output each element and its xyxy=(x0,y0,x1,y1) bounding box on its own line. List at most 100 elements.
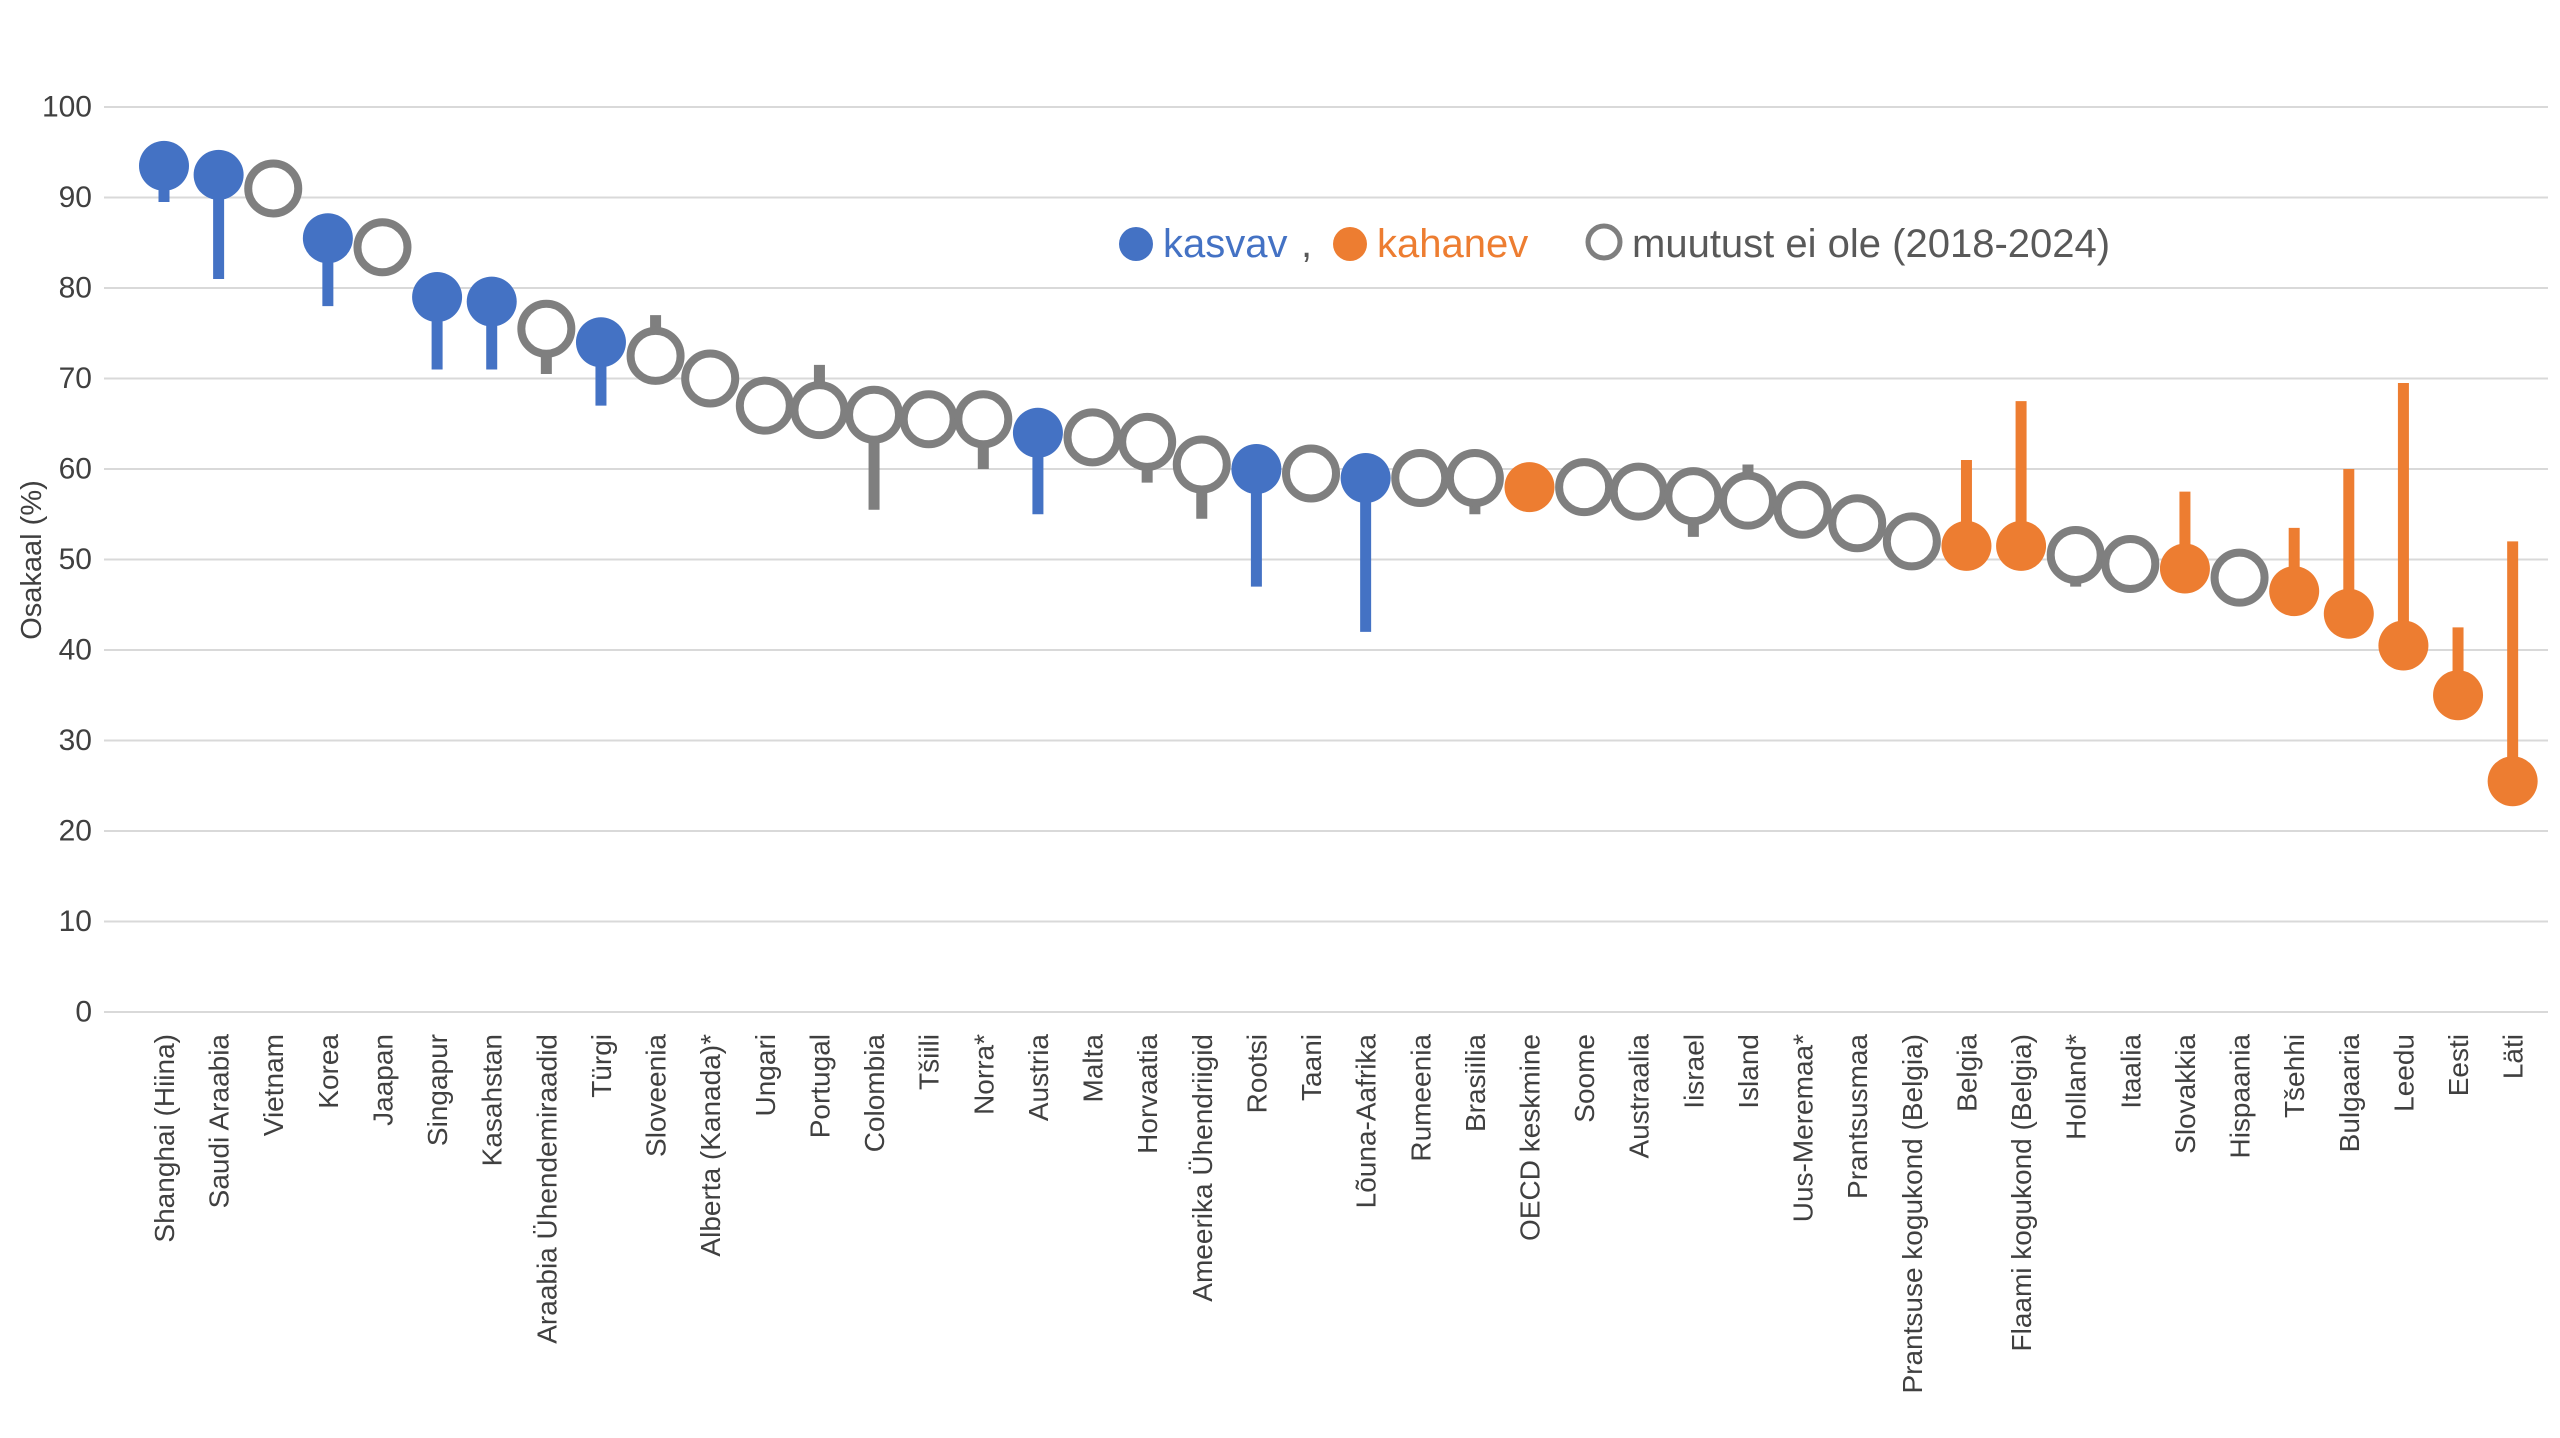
x-axis-label-11: Alberta (Kanada)* xyxy=(695,1034,726,1257)
data-point-marker-39 xyxy=(2210,548,2269,607)
data-point-marker-44 xyxy=(2487,756,2538,807)
y-tick-label: 70 xyxy=(59,362,92,395)
x-axis-label-42: Leedu xyxy=(2388,1034,2419,1112)
data-point-marker-21 xyxy=(1231,444,1282,494)
x-axis-label-38: Slovakkia xyxy=(2170,1034,2201,1154)
x-axis-label-21: Rootsi xyxy=(1241,1034,1272,1113)
data-point-marker-40 xyxy=(2269,566,2320,617)
x-axis-label-24: Rumeenia xyxy=(1405,1034,1436,1162)
x-axis-label-19: Horvaatia xyxy=(1132,1034,1163,1154)
x-axis-label-16: Norra* xyxy=(968,1034,999,1115)
data-point-marker-36 xyxy=(2046,525,2105,584)
data-point-marker-5 xyxy=(353,218,412,277)
data-point-marker-33 xyxy=(1882,512,1941,571)
x-axis-label-15: Tšiili xyxy=(914,1034,945,1090)
x-axis-label-26: OECD keskmine xyxy=(1515,1034,1546,1241)
data-point-marker-13 xyxy=(790,381,849,440)
data-point-marker-35 xyxy=(1996,520,2047,571)
x-axis-label-20: Ameerika Ühendriigid xyxy=(1187,1034,1218,1302)
data-point-marker-25 xyxy=(1445,449,1504,508)
data-point-marker-37 xyxy=(2101,535,2160,594)
x-axis-label-12: Ungari xyxy=(750,1034,781,1116)
x-axis-label-3: Vietnam xyxy=(258,1034,289,1136)
x-axis-label-30: Island xyxy=(1733,1034,1764,1109)
x-axis-label-34: Belgia xyxy=(1951,1034,1982,1112)
x-axis-label-17: Austria xyxy=(1023,1034,1054,1122)
x-axis-label-39: Hispaania xyxy=(2225,1034,2256,1159)
data-point-marker-10 xyxy=(626,326,685,385)
data-point-marker-38 xyxy=(2159,543,2210,594)
legend-marker-kasvav xyxy=(1119,227,1153,261)
x-axis-label-43: Eesti xyxy=(2443,1034,2474,1096)
x-axis-label-23: Lõuna-Aafrika xyxy=(1351,1034,1382,1209)
data-point-marker-28 xyxy=(1609,462,1668,521)
legend-separator: , xyxy=(1301,222,1312,266)
data-point-marker-6 xyxy=(412,272,463,323)
y-tick-label: 100 xyxy=(42,91,92,124)
x-axis-label-8: Araabia Ühendemiraadid xyxy=(531,1034,562,1344)
y-tick-label: 40 xyxy=(59,634,92,667)
data-point-marker-8 xyxy=(517,299,576,358)
data-point-marker-1 xyxy=(139,140,189,191)
y-tick-label: 90 xyxy=(59,181,92,214)
data-point-marker-26 xyxy=(1504,462,1555,513)
data-point-marker-15 xyxy=(899,390,958,449)
data-point-marker-11 xyxy=(681,349,740,408)
legend-marker-kahanev xyxy=(1333,227,1367,261)
data-point-marker-32 xyxy=(1828,494,1887,553)
data-point-marker-31 xyxy=(1773,480,1832,539)
data-point-marker-17 xyxy=(1012,407,1063,458)
data-point-marker-4 xyxy=(302,213,353,264)
data-point-marker-7 xyxy=(466,276,517,327)
data-point-marker-12 xyxy=(735,376,794,435)
x-axis-label-40: Tšehhi xyxy=(2279,1034,2310,1118)
data-point-marker-27 xyxy=(1555,458,1614,517)
data-point-marker-16 xyxy=(954,390,1013,449)
x-axis-label-6: Singapur xyxy=(422,1034,453,1146)
x-axis-label-10: Sloveenia xyxy=(641,1034,672,1157)
data-point-marker-30 xyxy=(1718,471,1777,530)
y-tick-label: 60 xyxy=(59,453,92,486)
data-point-marker-23 xyxy=(1340,453,1391,504)
legend-label-muutust-ei-ole: muutust ei ole (2018-2024) xyxy=(1632,222,2110,266)
data-point-marker-3 xyxy=(244,159,303,218)
data-point-marker-20 xyxy=(1172,435,1231,494)
y-tick-label: 30 xyxy=(59,724,92,757)
data-point-marker-9 xyxy=(575,317,626,368)
x-axis-label-13: Portugal xyxy=(804,1034,835,1138)
x-axis-label-7: Kasahstan xyxy=(477,1034,508,1166)
data-point-marker-18 xyxy=(1063,408,1122,467)
x-axis-label-31: Uus-Meremaa* xyxy=(1788,1034,1819,1222)
x-axis-label-9: Türgi xyxy=(586,1034,617,1098)
data-point-marker-29 xyxy=(1664,467,1723,526)
y-axis-title: Osakaal (%) xyxy=(16,480,48,640)
x-axis-label-32: Prantsusmaa xyxy=(1842,1034,1873,1199)
data-point-marker-43 xyxy=(2433,670,2484,721)
data-point-marker-42 xyxy=(2378,620,2429,671)
data-point-marker-24 xyxy=(1391,449,1450,508)
data-point-marker-22 xyxy=(1282,444,1341,503)
x-axis-label-37: Itaalia xyxy=(2115,1034,2146,1109)
x-axis-label-44: Läti xyxy=(2498,1034,2529,1079)
y-tick-label: 50 xyxy=(59,543,92,576)
x-axis-label-27: Soome xyxy=(1569,1034,1600,1123)
x-axis-label-41: Bulgaaria xyxy=(2334,1034,2365,1153)
x-axis-label-22: Taani xyxy=(1296,1034,1327,1101)
y-tick-label: 80 xyxy=(59,272,92,305)
x-axis-label-35: Flaami kogukond (Belgia) xyxy=(2006,1034,2037,1352)
data-point-marker-41 xyxy=(2323,588,2374,639)
legend-marker-muutust-ei-ole xyxy=(1585,223,1623,261)
legend-label-kahanev: kahanev xyxy=(1377,222,1528,266)
x-axis-label-18: Malta xyxy=(1078,1034,1109,1103)
y-tick-label: 10 xyxy=(59,905,92,938)
legend-label-kasvav: kasvav xyxy=(1163,222,1288,266)
x-axis-label-5: Jaapan xyxy=(367,1034,398,1126)
x-axis-label-1: Shanghai (Hiina) xyxy=(149,1034,180,1243)
x-axis-label-14: Colombia xyxy=(859,1034,890,1153)
y-tick-label: 20 xyxy=(59,815,92,848)
x-axis-label-33: Prantsuse kogukond (Belgia) xyxy=(1897,1034,1928,1394)
data-point-marker-14 xyxy=(845,385,904,444)
y-tick-label: 0 xyxy=(75,996,92,1029)
